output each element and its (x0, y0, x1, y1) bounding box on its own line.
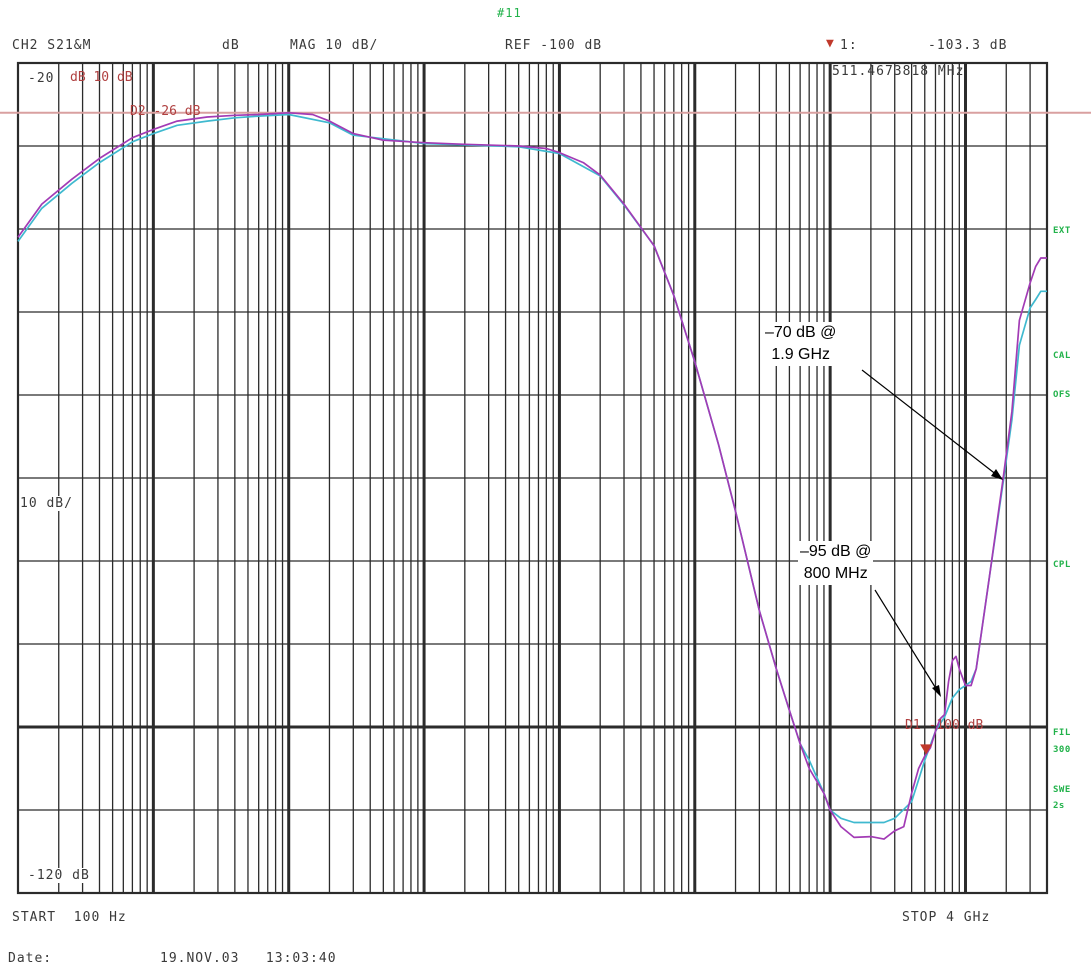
side-label-cpl: CPL (1053, 560, 1071, 570)
side-label-2s: 2s (1053, 801, 1065, 811)
side-label-swe: SWE (1053, 785, 1071, 795)
reference-label: REF -100 dB (505, 38, 603, 53)
date-label: Date: (8, 951, 53, 966)
channel-label: CH2 S21&M (12, 38, 92, 53)
marker-value-label: -103.3 dB (928, 38, 1008, 53)
annotation-1-line1: –70 dB @ (765, 324, 837, 341)
side-label-cal: CAL (1053, 351, 1071, 361)
traces (17, 111, 1047, 840)
side-label-fil: FIL (1053, 728, 1071, 738)
grid (16, 61, 1049, 895)
top-reference-value: -20 (28, 71, 55, 86)
marker-1-triangle (920, 744, 933, 755)
annotation-arrowhead-1 (991, 469, 1003, 480)
date-value: 19.NOV.03 13:03:40 (160, 951, 337, 966)
top-overlap-label: dB 10 dB (70, 70, 133, 85)
annotation-1: –70 dB @ 1.9 GHz (763, 322, 839, 366)
side-label-ofs: OFS (1053, 390, 1071, 400)
marker-triangle-icon: ▼ (826, 36, 835, 51)
marker-number-label: 1: (840, 38, 858, 53)
limit-line-label: D1 -100 dB (905, 718, 984, 733)
format-label: MAG 10 dB/ (290, 38, 379, 53)
annotation-1-line2: 1.9 GHz (771, 346, 831, 363)
top-channel-label: #11 (497, 6, 522, 20)
stop-frequency-label: STOP 4 GHz (902, 910, 991, 925)
annotation-2-line2: 800 MHz (803, 565, 868, 582)
bottom-reference-value: -120 dB (28, 868, 90, 883)
annotation-2: –95 dB @ 800 MHz (798, 541, 874, 585)
annotation-2-line1: –95 dB @ (800, 543, 872, 560)
markers (920, 744, 933, 755)
side-label-ext: EXT (1053, 226, 1071, 236)
unit-label: dB (222, 38, 240, 53)
scale-label: 10 dB/ (20, 496, 73, 511)
start-frequency-label: START 100 Hz (12, 910, 127, 925)
trace-primary (17, 111, 1047, 840)
trace-secondary (17, 113, 1047, 824)
annotation-arrowhead-2 (932, 685, 941, 697)
annotation-arrows (861, 369, 1003, 697)
d2-reference-label: D2 -26 dB (130, 104, 201, 119)
side-label-300: 300 (1053, 745, 1071, 755)
annotation-arrow-2 (874, 589, 941, 696)
marker-frequency-label: 511.4673818 MHz (832, 64, 965, 79)
annotation-arrow-1 (861, 369, 1003, 480)
